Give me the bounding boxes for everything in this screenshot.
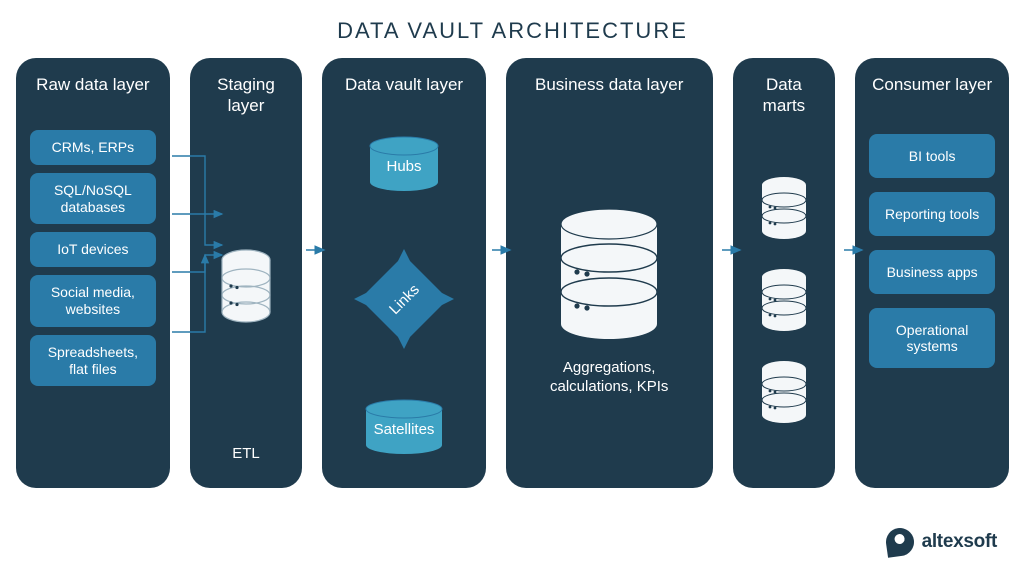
layer-staging-title: Staging layer <box>204 74 288 117</box>
mart-db-icon <box>757 176 811 242</box>
business-db-icon <box>549 206 669 346</box>
logo-mark-icon <box>884 526 916 558</box>
layer-vault: Data vault layer Hubs <box>322 58 486 488</box>
consumer-item: Operational systems <box>869 308 995 368</box>
satellites-label: Satellites <box>374 421 435 438</box>
layer-marts-title: Data marts <box>747 74 822 117</box>
consumer-item: Business apps <box>869 250 995 294</box>
logo-text: altexsoft <box>922 531 997 553</box>
staging-db-icon <box>216 248 276 328</box>
layer-consumer-title: Consumer layer <box>872 74 992 116</box>
links-diamond: Links <box>354 249 454 349</box>
consumer-item: BI tools <box>869 134 995 178</box>
etl-label: ETL <box>232 445 260 472</box>
layer-business: Business data layer Aggregations, calcul… <box>506 58 713 488</box>
layer-raw-title: Raw data layer <box>36 74 149 116</box>
layer-business-title: Business data layer <box>535 74 683 116</box>
layer-marts: Data marts <box>733 58 836 488</box>
layer-consumer: Consumer layer BI tools Reporting tools … <box>855 58 1009 488</box>
layer-staging: Staging layer ETL <box>190 58 302 488</box>
satellites-cylinder: Satellites <box>357 399 451 462</box>
hubs-cylinder: Hubs <box>361 136 447 199</box>
mart-db-icon <box>757 360 811 426</box>
hubs-label: Hubs <box>387 158 422 175</box>
layer-vault-title: Data vault layer <box>345 74 463 116</box>
layers-row: Raw data layer CRMs, ERPs SQL/NoSQL data… <box>0 58 1025 488</box>
page-title: DATA VAULT ARCHITECTURE <box>0 0 1025 58</box>
raw-item: Spreadsheets, flat files <box>30 335 156 387</box>
logo: altexsoft <box>886 528 997 556</box>
consumer-item: Reporting tools <box>869 192 995 236</box>
raw-item: IoT devices <box>30 232 156 267</box>
mart-db-icon <box>757 268 811 334</box>
business-caption: Aggregations, calculations, KPIs <box>520 358 699 397</box>
raw-item: Social media, websites <box>30 275 156 327</box>
layer-raw: Raw data layer CRMs, ERPs SQL/NoSQL data… <box>16 58 170 488</box>
raw-item: SQL/NoSQL databases <box>30 173 156 225</box>
raw-item: CRMs, ERPs <box>30 130 156 165</box>
